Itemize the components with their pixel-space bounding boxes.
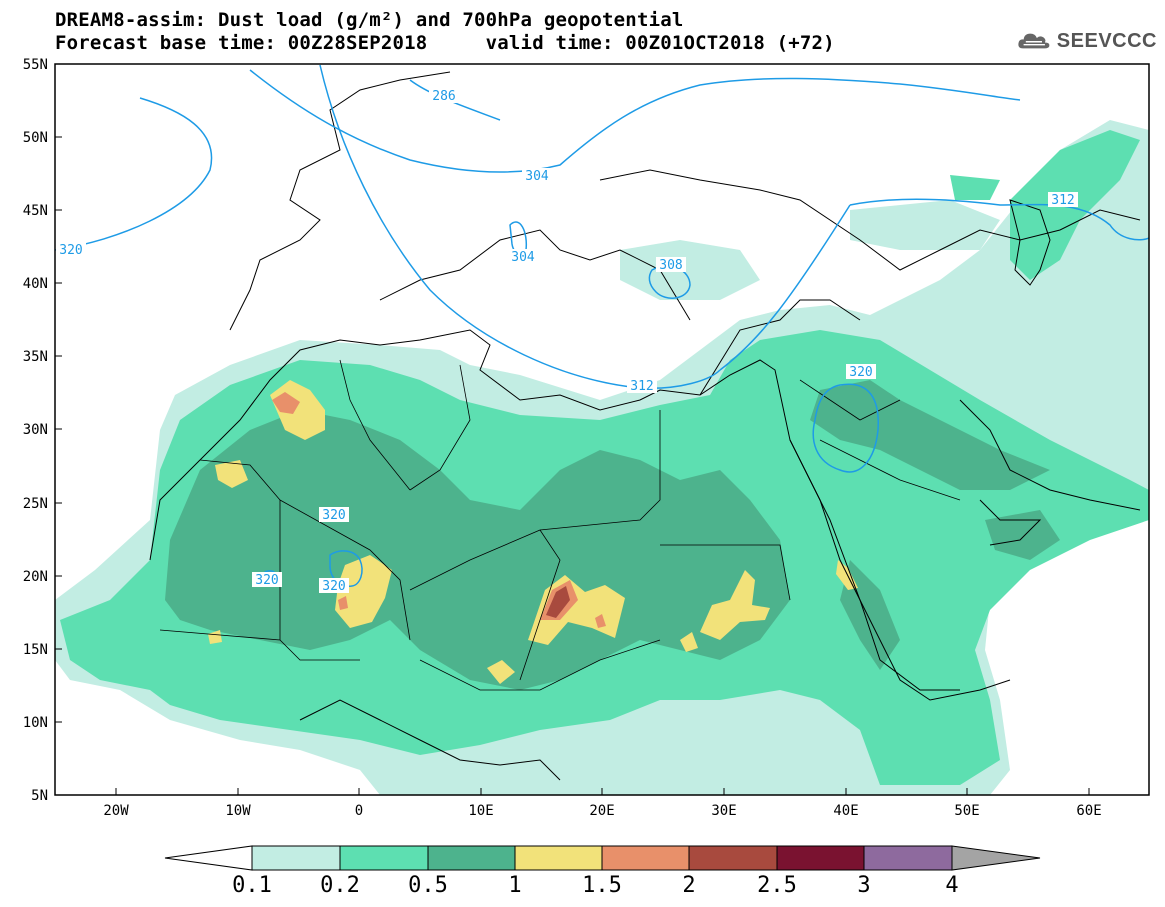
lat-tick: 35N <box>23 349 62 365</box>
colorbar-bin <box>251 845 341 871</box>
colorbar-label: 4 <box>945 873 958 898</box>
lon-tick: 40E <box>833 788 859 819</box>
svg-text:50N: 50N <box>23 130 48 146</box>
caspian-sea <box>1009 199 1051 286</box>
colorbar-bin <box>601 845 690 871</box>
lat-tick: 25N <box>23 496 62 512</box>
colorbar-bin <box>688 845 778 871</box>
colorbar-bin <box>339 845 429 871</box>
svg-text:320: 320 <box>322 508 345 523</box>
lat-tick: 15N <box>23 642 62 658</box>
svg-text:320: 320 <box>255 573 278 588</box>
contour-label: 304 <box>522 168 552 184</box>
svg-text:10E: 10E <box>468 803 493 819</box>
contour-label: 320 <box>252 572 282 588</box>
colorbar-label: 3 <box>857 873 870 898</box>
colorbar-label: 0.1 <box>232 873 272 898</box>
svg-text:40E: 40E <box>833 803 858 819</box>
lon-tick: 60E <box>1076 788 1102 819</box>
lon-tick: 10E <box>468 788 494 819</box>
svg-text:25N: 25N <box>23 496 48 512</box>
lon-tick: 10W <box>225 788 251 819</box>
svg-text:15N: 15N <box>23 642 48 658</box>
contour-label: 286 <box>429 88 459 104</box>
colorbar-over-arrow <box>951 845 1041 871</box>
map-area: 286 304 304 308 312 312 320 320 320 320 … <box>55 64 1149 795</box>
lon-tick: 0 <box>355 788 363 819</box>
svg-text:55N: 55N <box>23 57 48 73</box>
dust-layer-2 <box>546 586 570 618</box>
svg-text:10N: 10N <box>23 715 48 731</box>
svg-text:320: 320 <box>849 365 872 380</box>
lat-tick: 45N <box>23 203 62 219</box>
lon-tick: 50E <box>954 788 980 819</box>
contour-label: 312 <box>1048 192 1078 208</box>
contour-label: 308 <box>656 257 686 273</box>
svg-text:20N: 20N <box>23 569 48 585</box>
forecast-time-line: Forecast base time: 00Z28SEP2018 valid t… <box>55 32 835 54</box>
country-borders <box>159 359 961 691</box>
lat-tick: 30N <box>23 422 62 438</box>
contour-label: 320 <box>56 242 86 258</box>
svg-text:308: 308 <box>659 258 682 273</box>
svg-text:320: 320 <box>322 579 345 594</box>
dust-layer-0.5 <box>165 380 1060 690</box>
colorbar-bin <box>514 845 603 871</box>
svg-text:286: 286 <box>432 89 455 104</box>
colorbar-labels: 0.1 0.2 0.5 1 1.5 2 2.5 3 4 <box>232 873 959 898</box>
svg-text:10W: 10W <box>225 803 251 819</box>
svg-text:35N: 35N <box>23 349 48 365</box>
colorbar-bin <box>776 845 865 871</box>
colorbar-label: 0.5 <box>408 873 448 898</box>
lat-tick: 10N <box>23 715 62 731</box>
svg-text:312: 312 <box>630 379 653 394</box>
seevccc-logo: SEEVCCC <box>1017 26 1157 56</box>
logo-text: SEEVCCC <box>1056 29 1157 52</box>
contour-labels: 286 304 304 308 312 312 320 320 320 320 … <box>56 88 1078 594</box>
svg-text:40N: 40N <box>23 276 48 292</box>
svg-text:320: 320 <box>59 243 82 258</box>
lon-tick: 30E <box>711 788 737 819</box>
lat-axis: 55N 50N 45N 40N 35N 30N 25N 20N 15N 10N … <box>23 57 62 804</box>
colorbar-label: 1 <box>508 873 521 898</box>
contour-label: 320 <box>319 507 349 523</box>
lon-axis: 20W 10W 0 10E 20E 30E 40E 50E 60E <box>103 788 1102 819</box>
svg-text:30E: 30E <box>711 803 736 819</box>
colorbar-bin <box>427 845 516 871</box>
geopotential-contours <box>55 64 1149 587</box>
contour-label: 312 <box>627 378 657 394</box>
svg-text:20E: 20E <box>589 803 614 819</box>
lat-tick: 50N <box>23 130 62 146</box>
svg-text:304: 304 <box>511 250 535 265</box>
svg-text:30N: 30N <box>23 422 48 438</box>
colorbar-label: 2 <box>682 873 695 898</box>
colorbar-label: 1.5 <box>582 873 622 898</box>
colorbar <box>164 845 1041 871</box>
lat-tick: 55N <box>23 57 62 73</box>
svg-text:312: 312 <box>1051 193 1074 208</box>
contour-label: 320 <box>846 364 876 380</box>
svg-text:20W: 20W <box>103 803 129 819</box>
lat-tick: 5N <box>31 788 62 804</box>
svg-text:60E: 60E <box>1076 803 1101 819</box>
colorbar-label: 0.2 <box>320 873 360 898</box>
colorbar-under-arrow <box>164 845 253 871</box>
svg-text:50E: 50E <box>954 803 979 819</box>
contour-label: 304 <box>508 249 538 265</box>
colorbar-label: 2.5 <box>757 873 797 898</box>
svg-text:5N: 5N <box>31 788 48 804</box>
map-title: DREAM8-assim: Dust load (g/m²) and 700hP… <box>55 9 684 31</box>
lon-tick: 20E <box>589 788 615 819</box>
svg-text:45N: 45N <box>23 203 48 219</box>
lat-tick: 20N <box>23 569 62 585</box>
coastlines <box>149 71 1141 781</box>
svg-text:304: 304 <box>525 169 549 184</box>
colorbar-bin <box>863 845 953 871</box>
lat-tick: 40N <box>23 276 62 292</box>
svg-text:0: 0 <box>355 803 363 819</box>
cloud-icon <box>1018 33 1050 49</box>
contour-label: 320 <box>319 578 349 594</box>
lon-tick: 20W <box>103 788 129 819</box>
